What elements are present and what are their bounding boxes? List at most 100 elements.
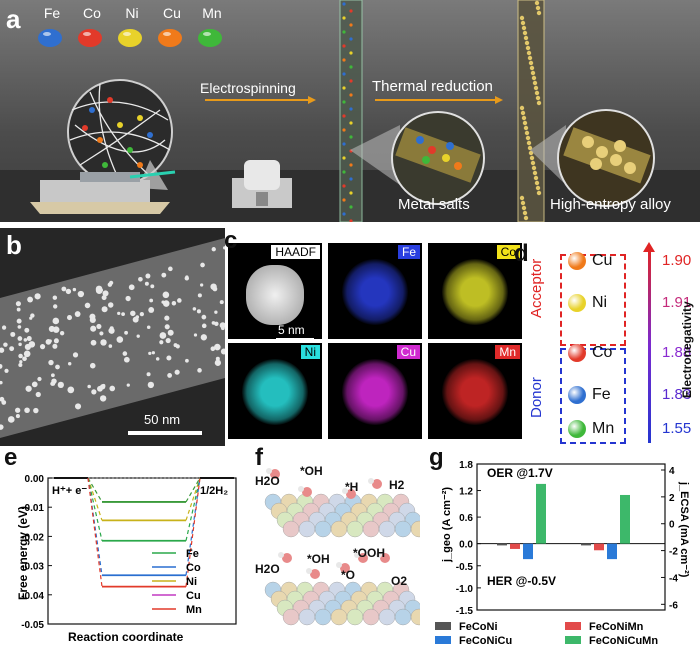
nanoparticle	[18, 342, 22, 347]
nanoparticle	[59, 330, 65, 336]
nanoparticle	[149, 298, 154, 303]
e-legend-cu: Cu	[186, 590, 201, 602]
salt-dot	[349, 37, 353, 41]
arrow-head-up	[643, 242, 655, 252]
nanoparticle	[126, 383, 130, 387]
electronegativity-ni: 1.91	[662, 294, 692, 311]
nanoparticle	[136, 334, 140, 338]
alloy-dot	[520, 20, 526, 26]
nanoparticle	[220, 326, 225, 331]
salt-dot	[342, 2, 346, 6]
nanoparticle	[1, 325, 7, 330]
eds-map-haadf: HAADF	[228, 243, 322, 339]
sphere-fe	[38, 29, 62, 47]
sphere-highlight	[123, 32, 131, 36]
element-ni: Ni	[592, 294, 608, 311]
nanoparticle	[125, 295, 131, 302]
nanoparticle	[164, 315, 170, 321]
slab-oer-atom	[282, 608, 300, 626]
alloy-dot	[521, 205, 527, 211]
slab-oer-atom	[394, 608, 412, 626]
fiber-alloy	[517, 0, 545, 222]
element-co: Co	[592, 344, 613, 361]
salt-dot	[349, 205, 353, 209]
g-annotation-her: HER @-0.5V	[487, 574, 557, 588]
nanoparticle	[116, 336, 124, 343]
nanoparticle	[51, 378, 57, 384]
nanoparticle	[201, 323, 207, 329]
alloy-dot	[519, 195, 525, 201]
g-ytick-left-label: -1.0	[456, 584, 474, 595]
nanoparticle	[151, 351, 155, 355]
zoom-alloy-particle	[624, 162, 636, 174]
nanoparticle	[138, 276, 143, 282]
element-fe: Fe	[592, 386, 611, 403]
nanoparticle	[48, 339, 52, 343]
e-state-initial: H⁺+ e⁻	[52, 485, 87, 497]
nanoparticle	[200, 334, 208, 341]
salt-dot	[342, 170, 346, 174]
e-connector-fe-2	[185, 477, 201, 503]
alloy-dot	[523, 35, 529, 41]
zoom-alloy-particle	[590, 158, 602, 170]
nanoparticle	[174, 369, 180, 375]
nanoparticle	[84, 302, 91, 309]
panel-e: e H⁺+ e⁻ 1/2H₂ 0.00 -0.01 -0.02 -0.03 -0.04 -0…	[0, 444, 240, 650]
sphere-mn	[568, 420, 586, 438]
g-legend-swatch	[565, 622, 581, 630]
nanoparticle	[77, 290, 85, 298]
g-ytick-left-label: -0.5	[456, 562, 474, 573]
nanoparticle	[52, 317, 60, 325]
slab-oer-atom	[346, 608, 364, 626]
salt-dot	[349, 9, 353, 13]
nanoparticle	[150, 284, 155, 289]
mesh-dot	[117, 122, 123, 128]
nanoparticle	[30, 313, 35, 318]
salt-dot	[349, 93, 353, 97]
nanoparticle	[74, 403, 82, 410]
g-ytick-right-label: 2	[669, 493, 675, 504]
g-legend-swatch	[435, 622, 451, 630]
panel-b: b 50 nm	[0, 228, 225, 446]
nanoparticle	[100, 339, 107, 346]
alloy-dot	[534, 180, 540, 186]
f-bottom-label: *O	[341, 568, 356, 582]
nanoparticle	[144, 281, 149, 286]
zoom-alloy-particle	[596, 146, 608, 158]
g-bar-feconi	[581, 543, 591, 546]
nanoparticle	[67, 362, 72, 366]
salt-dot	[349, 191, 353, 195]
salt-dot	[349, 51, 353, 55]
nanoparticle	[101, 295, 107, 301]
nanoparticle	[99, 395, 107, 402]
nanoparticle	[0, 424, 4, 430]
zoom-cone-3	[530, 125, 566, 185]
salt-dot	[342, 100, 346, 104]
alloy-dot	[527, 55, 533, 61]
element-name-co: Co	[83, 5, 101, 21]
salt-dot	[342, 198, 346, 202]
nanoparticle	[24, 327, 30, 333]
salt-dot	[349, 219, 353, 222]
nanoparticle	[15, 414, 20, 419]
alloy-dot	[532, 80, 538, 86]
panel-label-b: b	[6, 230, 22, 260]
nanoparticle	[67, 386, 75, 394]
nanoparticle	[214, 343, 221, 351]
alloy-dot	[524, 40, 530, 46]
g-legend-feconicu: FeCoNiCu	[459, 635, 512, 647]
nanoparticle	[39, 344, 46, 350]
nanoparticle	[66, 315, 73, 321]
alloy-dot	[522, 30, 528, 36]
nanoparticle	[200, 262, 205, 268]
panel-label-f: f	[255, 444, 263, 471]
nanoparticle	[57, 381, 64, 388]
nanoparticle	[215, 356, 220, 361]
sphere-co	[568, 344, 586, 362]
nanoparticle	[109, 385, 116, 392]
nanoparticle	[96, 323, 102, 329]
stem-image	[0, 238, 225, 438]
e-legend-mn: Mn	[186, 604, 202, 616]
alloy-dot	[530, 160, 536, 166]
nanoparticle	[101, 383, 106, 388]
